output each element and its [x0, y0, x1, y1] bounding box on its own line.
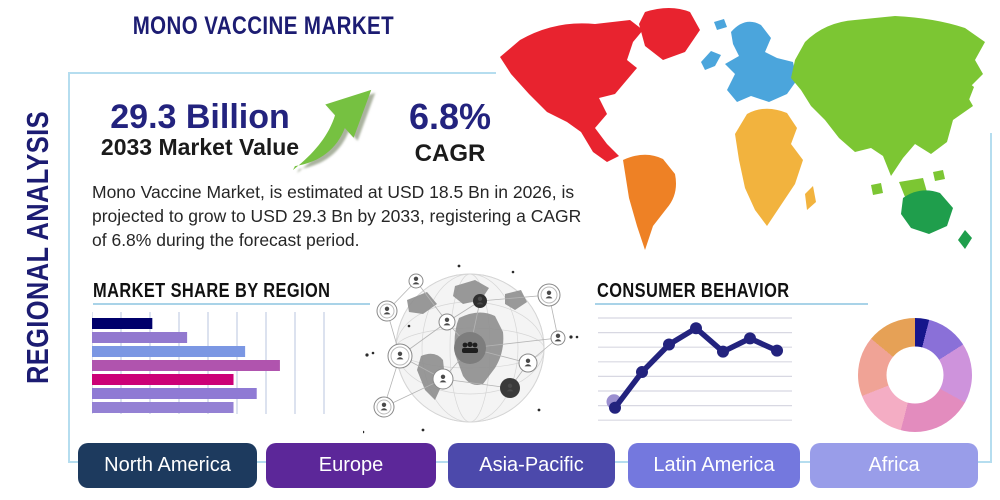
map-australia [901, 190, 972, 249]
card-border-top [68, 72, 496, 74]
map-north-america [500, 8, 700, 162]
market-share-bar-chart [92, 312, 325, 414]
map-asia [791, 16, 985, 197]
globe-network-nodes [373, 273, 566, 418]
consumer-behavior-underline [595, 303, 868, 305]
region-donut-chart [858, 318, 972, 432]
market-value: 29.3 Billion [110, 98, 290, 136]
market-share-underline [93, 303, 370, 305]
market-value-label: 2033 Market Value [100, 134, 300, 160]
map-africa [735, 108, 816, 226]
button-latin-america[interactable]: Latin America [628, 443, 800, 488]
map-europe [701, 19, 797, 102]
market-description: Mono Vaccine Market, is estimated at USD… [92, 182, 582, 250]
donut-hole [886, 346, 944, 404]
market-share-heading: MARKET SHARE BY REGION [93, 280, 331, 302]
button-africa[interactable]: Africa [810, 443, 978, 488]
card-border-right [990, 133, 992, 463]
button-north-america[interactable]: North America [78, 443, 257, 488]
world-map [500, 8, 985, 250]
globe-network-links [383, 280, 559, 408]
button-europe[interactable]: Europe [266, 443, 436, 488]
card-border-left [68, 72, 70, 463]
globe-network-illustration [363, 264, 579, 434]
growth-arrow-icon [293, 89, 372, 171]
map-south-america [623, 154, 676, 250]
side-vertical-label: REGIONAL ANALYSIS [20, 111, 55, 385]
consumer-behavior-heading: CONSUMER BEHAVIOR [597, 280, 790, 302]
globe-scatter-dots [363, 264, 579, 434]
consumer-behavior-line-chart [598, 317, 792, 421]
cagr-label: CAGR [414, 140, 486, 167]
button-asia-pacific[interactable]: Asia-Pacific [448, 443, 615, 488]
page-title: MONO VACCINE MARKET [132, 12, 394, 40]
cagr-value: 6.8% [408, 96, 492, 137]
